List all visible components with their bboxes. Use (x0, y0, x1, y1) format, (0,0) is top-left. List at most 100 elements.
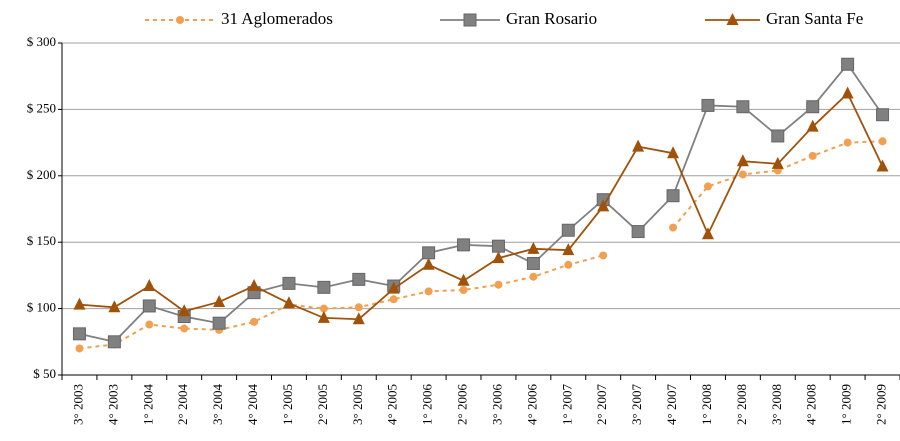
marker (526, 256, 540, 270)
y-tick-label: $ 50 (33, 366, 56, 381)
marker (876, 159, 889, 172)
marker (317, 310, 330, 323)
legend-label: Gran Rosario (506, 9, 597, 28)
marker (352, 312, 365, 325)
marker (841, 57, 855, 71)
marker (282, 296, 295, 309)
marker (806, 100, 820, 114)
x-tick-label: 3° 2004 (210, 384, 225, 425)
x-tick-label: 4° 2007 (664, 384, 679, 425)
marker (726, 13, 739, 25)
marker (75, 344, 84, 353)
y-tick-label: $ 200 (27, 167, 56, 182)
marker (771, 129, 785, 143)
marker (248, 279, 261, 292)
marker (352, 272, 366, 286)
series-line (79, 62, 884, 343)
marker (701, 227, 714, 240)
marker (72, 327, 86, 341)
marker (107, 335, 121, 349)
marker (492, 251, 505, 264)
x-tick-label: 1° 2006 (420, 384, 435, 425)
x-tick-label: 3° 2007 (629, 384, 644, 425)
marker (841, 86, 854, 99)
x-tick-label: 1° 2007 (559, 384, 574, 425)
marker (666, 189, 680, 203)
x-tick-label: 1° 2009 (839, 384, 854, 425)
marker (843, 138, 852, 147)
marker (142, 299, 156, 313)
marker (599, 251, 608, 260)
marker (108, 300, 121, 313)
marker (806, 119, 819, 132)
marker (562, 243, 575, 256)
x-tick-label: 2° 2004 (175, 384, 190, 425)
x-tick-label: 3° 2003 (70, 384, 85, 425)
x-tick-label: 2° 2006 (455, 384, 470, 425)
marker (771, 156, 784, 169)
marker (738, 170, 747, 179)
marker (463, 13, 477, 27)
marker (319, 304, 328, 313)
marker (564, 260, 573, 269)
marker (422, 246, 436, 260)
marker (143, 279, 156, 292)
marker (457, 238, 471, 252)
marker (527, 241, 540, 254)
x-tick-label: 2° 2007 (594, 384, 609, 425)
series (72, 57, 890, 349)
x-tick-label: 4° 2004 (245, 384, 260, 425)
marker (389, 295, 398, 304)
y-tick-label: $ 100 (27, 300, 56, 315)
x-tick-label: 4° 2008 (804, 384, 819, 425)
marker (529, 272, 538, 281)
marker (878, 137, 887, 146)
marker (212, 316, 226, 330)
marker (317, 280, 331, 294)
x-tick-label: 4° 2006 (524, 384, 539, 425)
marker (808, 151, 817, 160)
marker (597, 199, 610, 212)
marker (250, 317, 259, 326)
marker (354, 303, 363, 312)
marker (282, 276, 296, 290)
marker (457, 273, 470, 286)
x-tick-label: 1° 2004 (140, 384, 155, 425)
marker (180, 324, 189, 333)
marker (145, 320, 154, 329)
legend-label: 31 Aglomerados (221, 9, 333, 28)
x-tick-label: 1° 2005 (280, 384, 295, 425)
y-tick-label: $ 150 (27, 233, 56, 248)
legend-label: Gran Santa Fe (766, 9, 863, 28)
x-tick-label: 3° 2006 (489, 384, 504, 425)
x-tick-label: 4° 2005 (385, 384, 400, 425)
marker (667, 146, 680, 159)
x-tick-label: 4° 2003 (105, 384, 120, 425)
marker (876, 108, 890, 122)
x-tick-label: 1° 2008 (699, 384, 714, 425)
marker (703, 182, 712, 191)
x-tick-label: 2° 2009 (874, 384, 889, 425)
marker (631, 225, 645, 239)
series-line (79, 91, 884, 321)
marker (632, 139, 645, 152)
marker (387, 281, 400, 294)
x-tick-label: 3° 2008 (769, 384, 784, 425)
marker (669, 223, 678, 232)
marker (701, 98, 715, 112)
marker (213, 294, 226, 307)
marker (494, 280, 503, 289)
series (73, 86, 889, 325)
x-tick-label: 3° 2005 (350, 384, 365, 425)
x-tick-label: 2° 2005 (315, 384, 330, 425)
marker (176, 16, 184, 24)
marker (491, 239, 505, 253)
marker (178, 304, 191, 317)
marker (73, 297, 86, 310)
x-tick-label: 2° 2008 (734, 384, 749, 425)
y-tick-label: $ 300 (27, 34, 56, 49)
marker (736, 100, 750, 114)
marker (424, 287, 433, 296)
y-tick-label: $ 250 (27, 100, 56, 115)
